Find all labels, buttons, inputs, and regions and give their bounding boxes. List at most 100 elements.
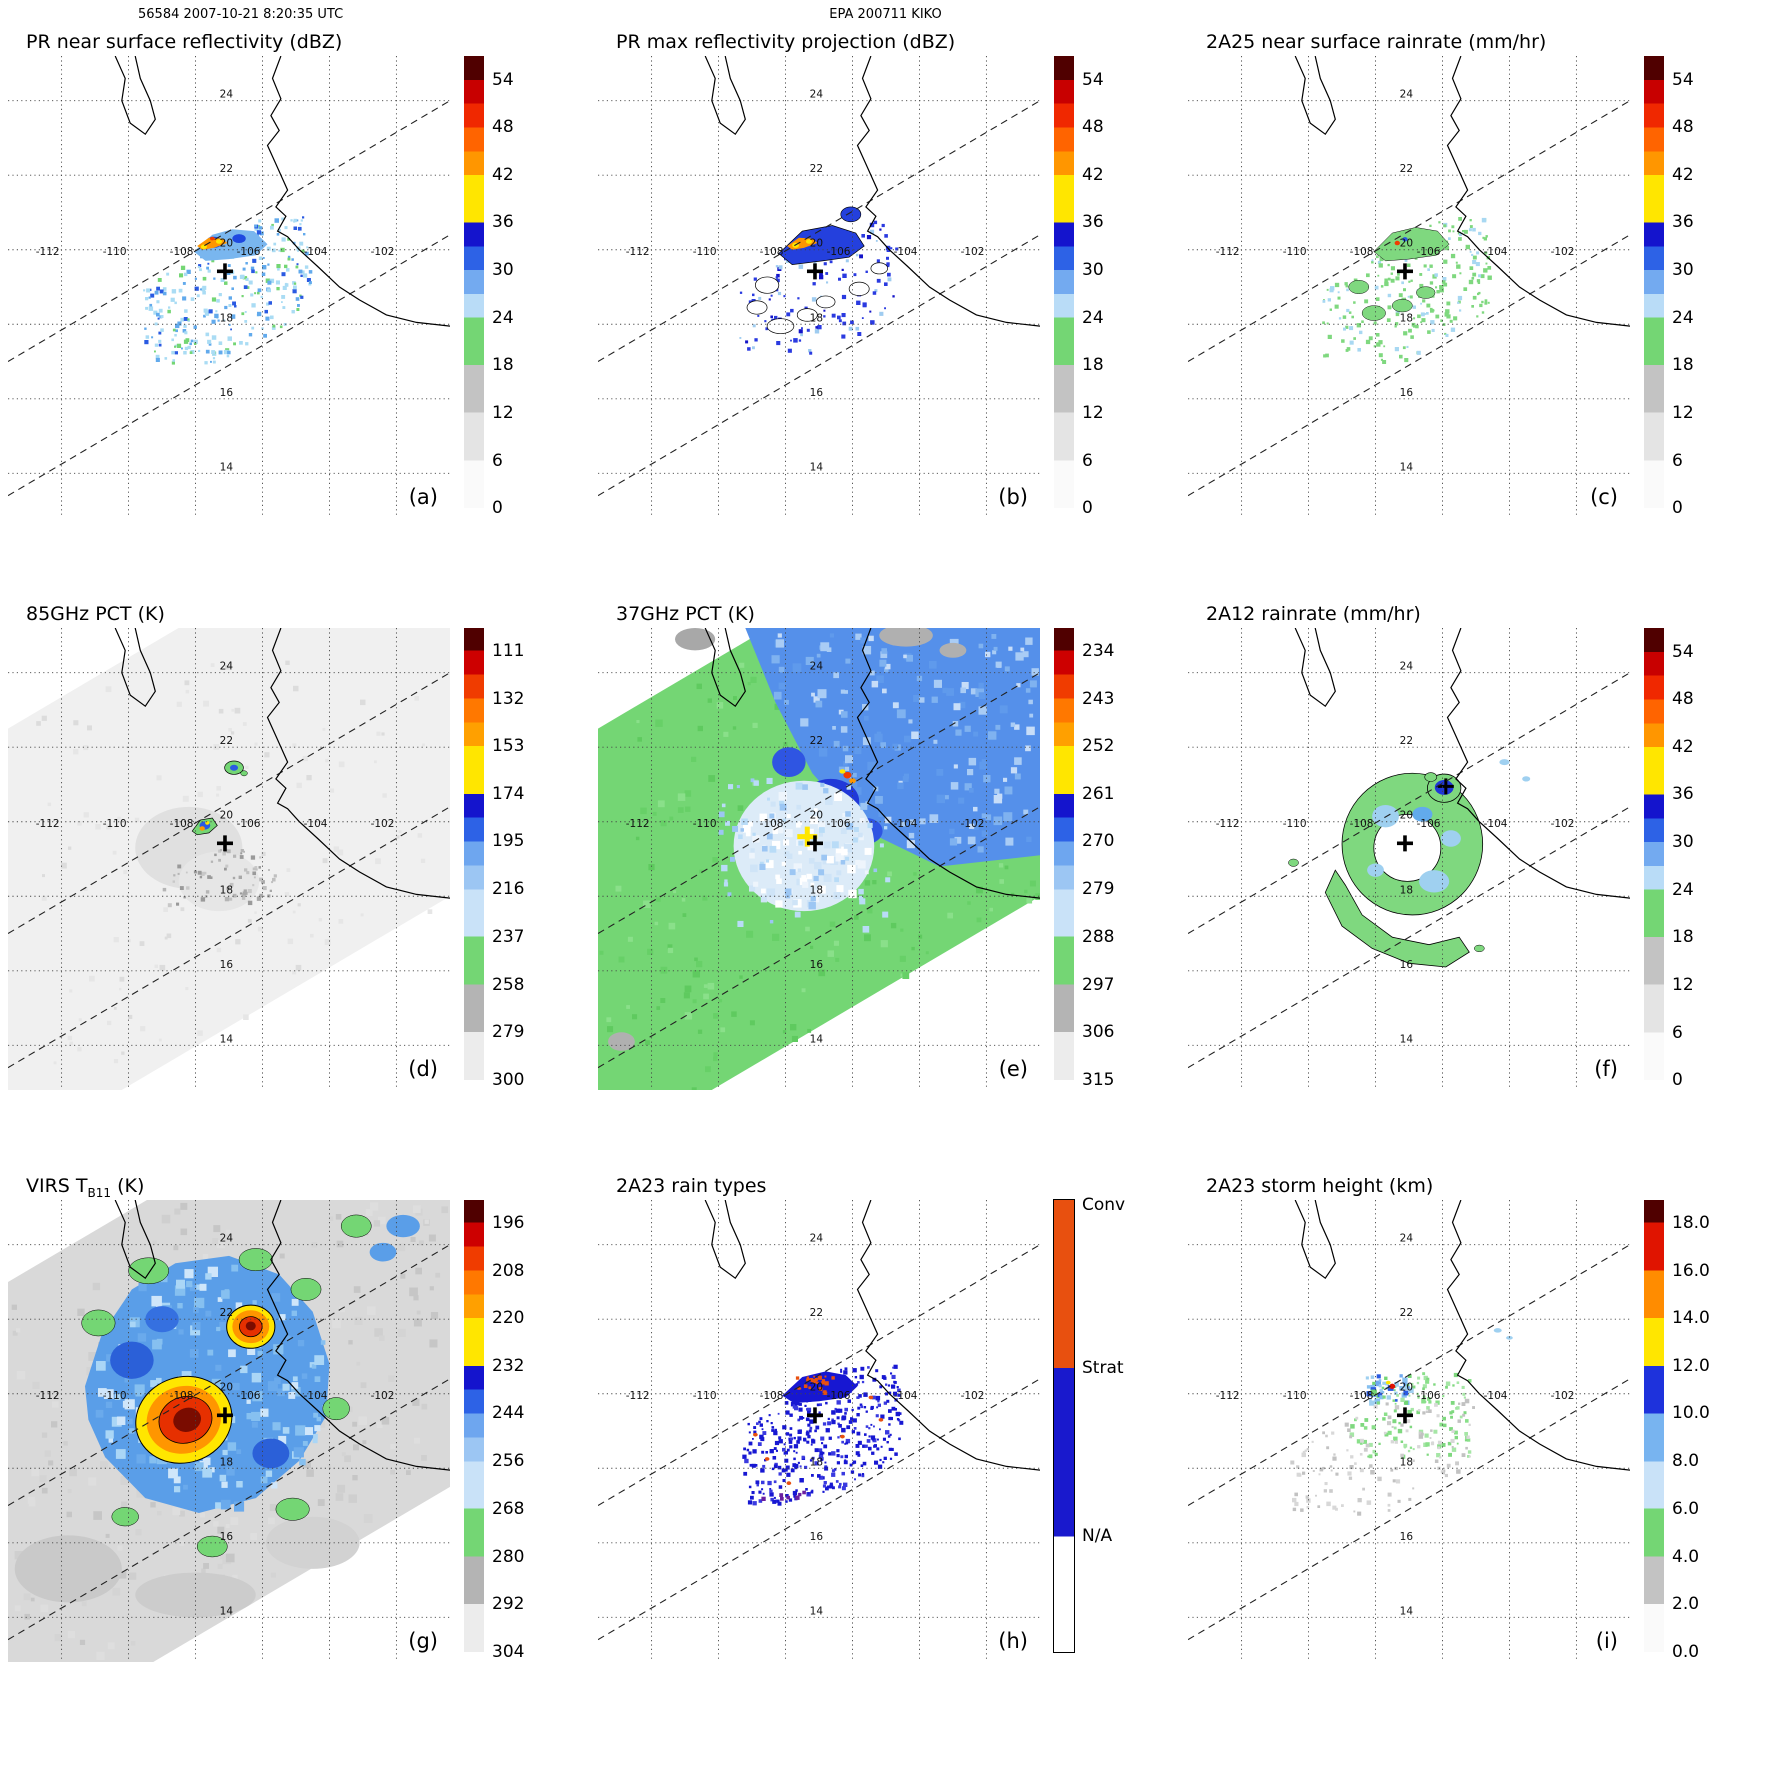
coastline: [114, 1200, 450, 1471]
storm-center-marker: [1396, 835, 1413, 852]
colorbar-tick-label: 18.0: [1672, 1212, 1710, 1233]
svg-text:-102: -102: [371, 818, 395, 830]
svg-text:20: 20: [1400, 810, 1413, 822]
colorbar-tick-label: 0: [1082, 498, 1093, 518]
svg-text:-106: -106: [827, 818, 851, 830]
colorbar-tick-label: 216: [492, 879, 525, 900]
grid-lines: [1188, 56, 1630, 518]
colorbar-tick-label: 270: [1082, 831, 1115, 852]
storm-center-marker: [1396, 1407, 1413, 1424]
svg-text:16: 16: [220, 387, 234, 399]
svg-text:-104: -104: [304, 246, 328, 258]
svg-text:-112: -112: [1216, 1390, 1240, 1402]
colorbar-tick-labels: 196 208 220 232 244 256 268 280 292 304: [464, 1200, 542, 1662]
colorbar-gradient: [464, 56, 484, 508]
colorbar-tick-label: 12.0: [1672, 1355, 1710, 1376]
panel-title: 2A12 rainrate (mm/hr): [1206, 602, 1770, 626]
swath-boundary-lines: [598, 672, 1040, 1069]
colorbar: Conv Strat N/A: [1053, 1195, 1132, 1662]
coastline: [704, 628, 1040, 899]
colorbar-gradient: [1644, 1200, 1664, 1652]
svg-text:-108: -108: [170, 818, 194, 830]
svg-text:14: 14: [220, 1605, 234, 1617]
svg-text:16: 16: [220, 1531, 234, 1543]
colorbar-tick-label: 2.0: [1672, 1594, 1700, 1615]
svg-text:20: 20: [220, 238, 233, 250]
swath-boundary-lines: [8, 1244, 450, 1641]
svg-text:22: 22: [810, 1307, 823, 1319]
svg-text:18: 18: [1400, 884, 1413, 896]
colorbar: 54 48 42 36 30 24 18 12 6 0: [1054, 56, 1132, 518]
colorbar-tick-label: 288: [1082, 926, 1115, 947]
colorbar-tick-label: 220: [492, 1307, 525, 1328]
storm-center-marker: [806, 1407, 823, 1424]
svg-text:-102: -102: [1551, 818, 1575, 830]
grid-labels: -112 -110 -108 -106 -104 -102 24 22 20 18 16 14: [626, 661, 985, 1046]
panel-title-text: 37GHz PCT (K): [616, 603, 755, 625]
data-field: [1288, 759, 1531, 968]
colorbar-gradient: [1644, 56, 1664, 508]
swath-boundary-lines: [1188, 100, 1630, 497]
svg-text:20: 20: [810, 810, 823, 822]
panel-title-text: VIRS T: [26, 1175, 88, 1197]
colorbar-tick-label: 132: [492, 688, 525, 709]
panel-title: 37GHz PCT (K): [616, 602, 1180, 626]
grid-labels: -112 -110 -108 -106 -104 -102 24 22 20 18 16 14: [626, 89, 985, 474]
svg-text:18: 18: [220, 1456, 233, 1468]
map-canvas: -112 -110 -108 -106 -104 -102 24 22 20 18 16 14 (h): [598, 1200, 1040, 1662]
colorbar-tick-label: 12: [1672, 974, 1694, 995]
svg-text:22: 22: [810, 163, 823, 175]
svg-text:-106: -106: [827, 1390, 851, 1402]
colorbar-gradient: [464, 1200, 484, 1652]
colorbar-tick-label: 30: [492, 260, 514, 281]
colorbar: 18.0 16.0 14.0 12.0 10.0 8.0 6.0 4.0 2.0 0.0: [1644, 1200, 1722, 1662]
map-canvas: -112 -110 -108 -106 -104 -102 24 22 20 18 16 14 (d): [8, 628, 450, 1090]
map-canvas: -112 -110 -108 -106 -104 -102 24 22 20 18 16 14 (i): [1188, 1200, 1630, 1662]
svg-text:-108: -108: [170, 1390, 194, 1402]
svg-text:20: 20: [810, 238, 823, 250]
swath-boundary-lines: [8, 100, 450, 497]
colorbar-tick-label: 18: [1672, 927, 1694, 948]
colorbar-tick-label: 0: [1672, 498, 1683, 518]
svg-text:18: 18: [810, 884, 823, 896]
colorbar-tick-label: 42: [492, 164, 514, 185]
grid-lines: [598, 628, 1040, 1090]
figure-header: 56584 2007-10-21 8:20:35 UTC EPA 200711 …: [0, 0, 1771, 26]
panel-letter: (a): [409, 485, 438, 509]
svg-text:22: 22: [220, 163, 233, 175]
panel-letter: (h): [998, 1629, 1028, 1653]
colorbar-tick-label: 244: [492, 1403, 525, 1424]
colorbar-tick-label: 48: [1082, 117, 1104, 138]
colorbar-tick-label: 24: [1082, 307, 1104, 328]
map-canvas: -112 -110 -108 -106 -104 -102 24 22 20 18 16 14 (g): [8, 1200, 450, 1662]
colorbar-tick-label: 24: [1672, 879, 1694, 900]
svg-text:-108: -108: [760, 818, 784, 830]
svg-text:24: 24: [810, 89, 824, 101]
panel-title: 2A23 storm height (km): [1206, 1174, 1770, 1198]
svg-text:24: 24: [1400, 1233, 1414, 1245]
swath-boundary-lines: [8, 672, 450, 1069]
swath-boundary-lines: [1188, 1244, 1630, 1641]
colorbar-tick-label: 0.0: [1672, 1642, 1700, 1662]
panel-title-text: 2A23 storm height (km): [1206, 1175, 1434, 1197]
colorbar-tick-label: 8.0: [1672, 1451, 1700, 1472]
colorbar-tick-label: 234: [1082, 640, 1115, 661]
panel-d: 85GHz PCT (K) -112 -110 -108 -106 -104 -102 24…: [0, 598, 590, 1170]
svg-text:18: 18: [1400, 312, 1413, 324]
svg-text:16: 16: [810, 959, 824, 971]
svg-text:-110: -110: [103, 1390, 127, 1402]
panel-a: PR near surface reflectivity (dBZ) -112-…: [0, 26, 590, 598]
colorbar-tick-label: 24: [1672, 307, 1694, 328]
colorbar-tick-label: 174: [492, 783, 525, 804]
grid-labels: -112 -110 -108 -106 -104 -102 24 22 20 18 16 14: [626, 1233, 985, 1618]
svg-text:24: 24: [1400, 661, 1414, 673]
svg-text:16: 16: [1400, 1531, 1414, 1543]
svg-text:-104: -104: [304, 818, 328, 830]
colorbar-tick-label: 6: [1082, 450, 1093, 471]
svg-text:22: 22: [220, 735, 233, 747]
colorbar-tick-label: 258: [492, 974, 525, 995]
panel-title-text: 2A23 rain types: [616, 1175, 767, 1197]
svg-text:20: 20: [220, 810, 233, 822]
svg-text:-106: -106: [827, 246, 851, 258]
colorbar-tick-label: 12: [1082, 402, 1104, 423]
